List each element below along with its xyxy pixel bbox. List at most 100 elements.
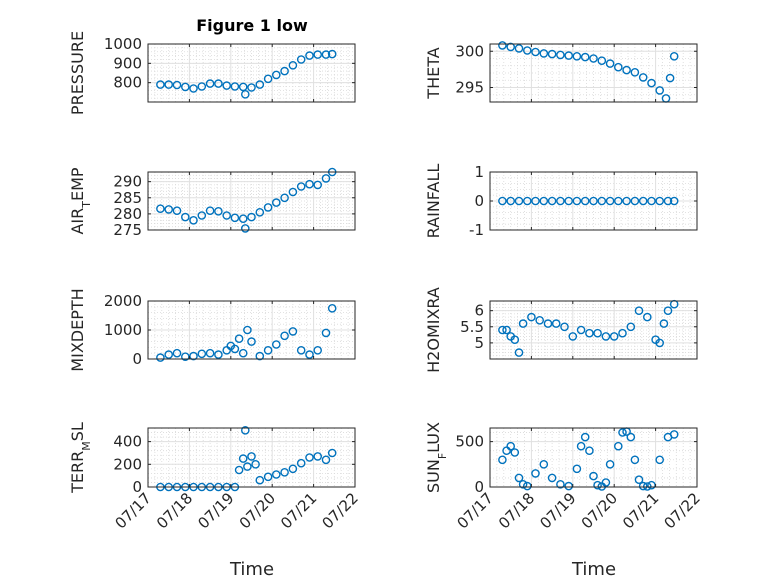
data-point — [238, 348, 248, 358]
data-point — [634, 475, 644, 485]
data-point — [280, 467, 289, 477]
data-point — [247, 452, 256, 461]
axes-box — [147, 171, 356, 231]
y-tick-label: 1 — [474, 163, 484, 181]
data-point — [205, 79, 215, 88]
subplot-theta: 295 300 THETA — [424, 41, 698, 103]
data-point — [669, 52, 679, 61]
data-point — [172, 206, 182, 215]
data-point — [164, 350, 173, 359]
data-point — [547, 196, 557, 206]
x-tick-label: 07/19 — [194, 489, 237, 532]
y-tick-label: 5 — [474, 334, 484, 352]
x-axis-label-left: Time — [229, 559, 274, 580]
data-point — [589, 471, 598, 481]
data-point — [597, 56, 607, 66]
data-point — [280, 193, 289, 203]
data-point — [547, 49, 557, 59]
data-point — [614, 196, 623, 206]
y-tick-label: 6 — [474, 302, 484, 320]
y-tick-label: 295 — [455, 79, 484, 97]
data-point — [321, 174, 331, 183]
data-point — [609, 332, 619, 341]
y-axis-label: SUNFLUX — [424, 422, 449, 493]
data-point — [156, 204, 165, 213]
x-tick-label: 07/19 — [536, 489, 579, 532]
data-point — [327, 448, 337, 458]
data-point — [638, 481, 648, 491]
subplot-sun-flux: 050007/1707/1807/1907/2007/2107/22SUNFLU… — [424, 422, 704, 532]
y-tick-label: 0 — [474, 478, 484, 496]
x-tick-label: 07/18 — [153, 489, 196, 532]
data-point — [255, 475, 265, 485]
x-tick-label: 07/22 — [661, 489, 704, 532]
data-point — [305, 51, 314, 60]
data-point — [580, 196, 590, 206]
data-point — [280, 331, 289, 341]
y-tick-label: 500 — [455, 433, 484, 451]
data-point — [614, 441, 623, 451]
x-tick-label: 07/21 — [619, 489, 662, 532]
data-point — [560, 322, 569, 332]
data-point — [156, 353, 165, 362]
y-tick-label: 0 — [474, 192, 484, 210]
data-point — [296, 182, 306, 191]
y-tick-label: 400 — [113, 433, 142, 451]
data-point — [514, 473, 524, 483]
data-point — [230, 344, 240, 354]
data-point — [665, 73, 675, 83]
data-point — [321, 328, 331, 338]
subplot-mixdepth: 0 1000 2000 MIXDEPTH — [68, 288, 356, 372]
data-point — [626, 432, 636, 442]
data-point — [255, 207, 265, 217]
figure-title: Figure 1 low — [196, 16, 308, 35]
data-point — [622, 65, 631, 75]
data-point — [296, 458, 306, 468]
data-point — [589, 54, 598, 63]
y-axis-label: RAINFALL — [424, 164, 443, 239]
data-point — [572, 464, 582, 474]
data-point — [510, 335, 520, 345]
data-point — [238, 214, 248, 223]
data-point — [605, 196, 615, 206]
data-point — [156, 80, 165, 89]
data-point — [669, 430, 679, 439]
data-point — [506, 441, 516, 451]
data-point — [506, 42, 516, 52]
plot-area — [490, 428, 697, 487]
data-point — [580, 52, 590, 62]
data-point — [655, 196, 665, 206]
data-point — [172, 348, 182, 358]
y-tick-label: 2000 — [104, 292, 142, 310]
data-point — [230, 213, 240, 223]
y-tick-label: 285 — [113, 189, 142, 207]
data-point — [197, 349, 207, 359]
data-point — [556, 50, 565, 60]
data-point — [531, 196, 540, 206]
data-point — [498, 325, 507, 335]
x-tick-label: 07/18 — [495, 489, 538, 532]
data-point — [327, 303, 337, 313]
data-point — [551, 319, 561, 328]
data-point — [180, 212, 190, 222]
data-point — [514, 196, 524, 206]
data-point — [605, 459, 615, 469]
data-point — [638, 196, 648, 206]
axes-box — [489, 43, 698, 103]
data-point — [288, 61, 298, 70]
data-point — [597, 196, 607, 206]
data-point — [647, 78, 656, 88]
y-axis-label: THETA — [424, 47, 443, 99]
data-point — [234, 465, 244, 475]
data-point — [214, 206, 223, 216]
y-tick-label: 0 — [132, 478, 142, 496]
data-point — [643, 312, 652, 322]
data-point — [247, 83, 256, 92]
y-tick-label: 300 — [455, 42, 484, 60]
data-point — [605, 59, 615, 68]
data-point — [263, 203, 273, 212]
data-point — [572, 196, 582, 206]
y-tick-label: 900 — [113, 54, 142, 72]
